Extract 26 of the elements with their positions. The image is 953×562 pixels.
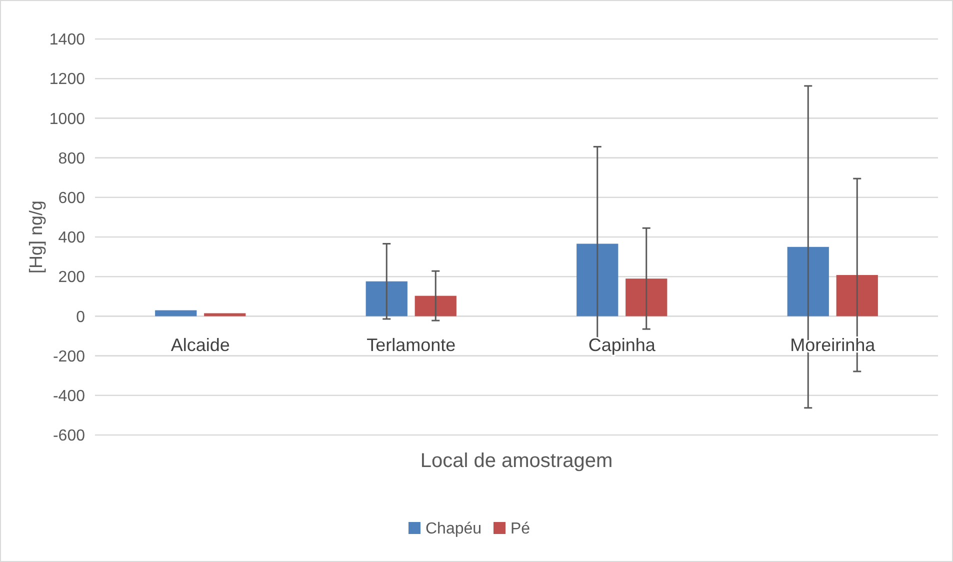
y-tick-label: 600 bbox=[58, 190, 86, 207]
y-tick-label: -200 bbox=[52, 348, 86, 366]
bar bbox=[576, 244, 618, 316]
x-axis-title: Local de amostragem bbox=[420, 450, 613, 472]
y-axis-title: [Hg] ng/g bbox=[26, 200, 46, 274]
y-tick-label: -600 bbox=[52, 428, 86, 445]
legend-label: Chapéu bbox=[426, 520, 482, 538]
x-tick-label: Terlamonte bbox=[366, 335, 456, 356]
bar bbox=[626, 278, 668, 316]
bar bbox=[836, 275, 878, 316]
bar bbox=[787, 246, 829, 316]
y-tick-label: 1200 bbox=[49, 71, 86, 88]
y-tick-label: 800 bbox=[58, 150, 86, 168]
bar bbox=[155, 310, 197, 316]
y-tick-label: 1000 bbox=[49, 110, 86, 128]
y-tick-label: 0 bbox=[76, 308, 86, 326]
bar bbox=[414, 296, 456, 316]
bar bbox=[204, 313, 246, 316]
y-tick-label: 200 bbox=[58, 269, 86, 286]
legend-label: Pé bbox=[510, 520, 530, 538]
y-tick-label: 1400 bbox=[49, 32, 86, 49]
x-tick-label: Capinha bbox=[588, 335, 656, 356]
y-tick-label: -400 bbox=[52, 388, 86, 405]
bar bbox=[366, 281, 408, 316]
y-tick-label: 400 bbox=[58, 230, 86, 247]
x-tick-label: Alcaide bbox=[170, 335, 230, 356]
